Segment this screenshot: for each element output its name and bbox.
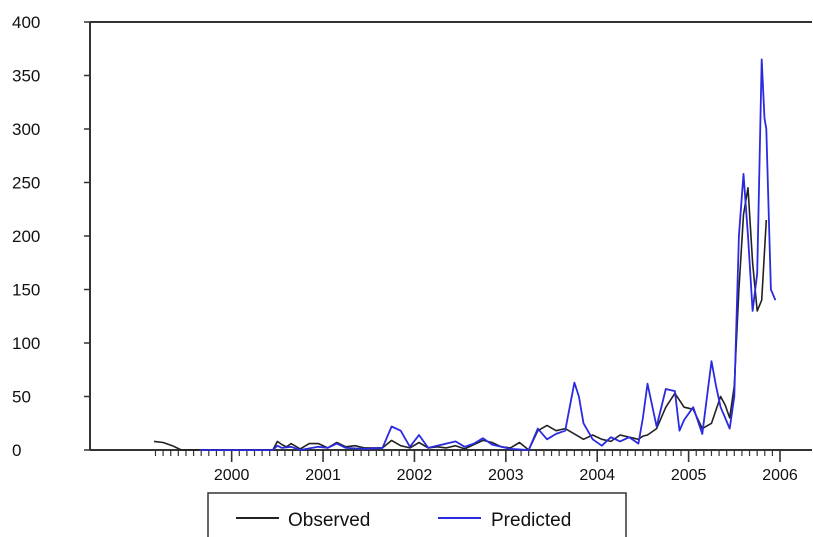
chart-axes: [89, 21, 812, 451]
y-tick-label: 0: [12, 441, 21, 460]
y-tick-label: 200: [12, 227, 40, 246]
series-layer: [153, 58, 777, 451]
x-tick-label: 2001: [305, 467, 341, 484]
x-tick-label: 2004: [579, 467, 615, 484]
legend-label-observed: Observed: [288, 510, 370, 531]
y-tick-label: 400: [12, 13, 40, 32]
x-tick-label: 2000: [214, 467, 250, 484]
y-tick-label: 250: [12, 174, 40, 193]
y-tick-label: 300: [12, 120, 40, 139]
legend-box: [207, 492, 627, 537]
series-line-predicted: [199, 58, 777, 451]
y-axis-ticks: 0 50 100 150 200 250 300 350 400: [12, 13, 90, 460]
y-tick-label: 350: [12, 67, 40, 86]
x-tick-label: 2005: [671, 467, 707, 484]
x-tick-label: 2003: [488, 467, 524, 484]
legend-label-predicted: Predicted: [491, 510, 571, 531]
y-tick-label: 100: [12, 334, 40, 353]
x-axis-ticks: 2000 2001 2002 2003 2004 2005 2006: [154, 450, 798, 484]
y-tick-label: 150: [12, 281, 40, 300]
x-tick-label: 2006: [762, 467, 798, 484]
y-tick-label: 50: [12, 388, 31, 407]
legend: Observed Predicted: [207, 492, 627, 537]
x-tick-label: 2002: [397, 467, 433, 484]
series-line-observed: [153, 187, 768, 451]
